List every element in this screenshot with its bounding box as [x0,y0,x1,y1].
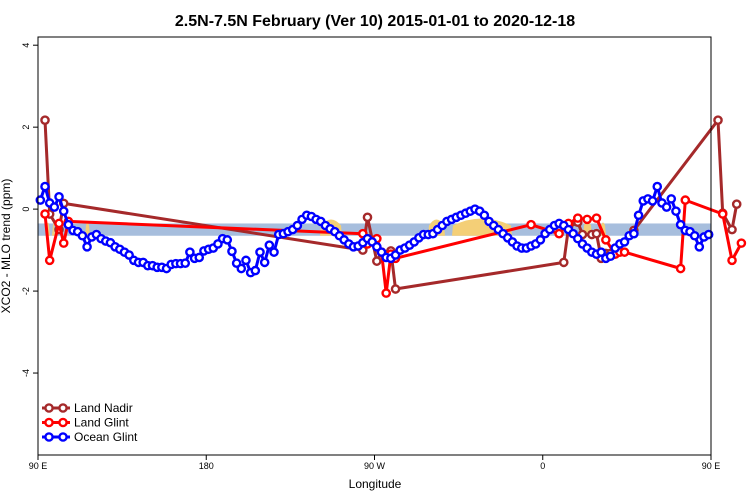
x-tick-label: 90 W [364,461,386,471]
ocean-glint-point [222,235,233,245]
ocean-glint-point [185,247,195,257]
ocean-glint-point [479,210,490,221]
x-axis-label: Longitude [349,477,402,491]
legend-label-land-nadir: Land Nadir [74,401,133,415]
ocean-glint-point [675,219,686,230]
land-nadir-point [727,224,737,235]
series-layer [35,115,747,298]
ocean-glint-point [255,247,265,257]
ocean-glint-point [82,242,92,252]
ocean-glint-point [703,229,714,240]
ocean-glint-point [269,247,279,257]
ocean-glint-point [596,247,606,257]
legend-marker-ocean-glint [44,432,54,442]
legend-label-land-glint: Land Glint [74,416,129,430]
land-glint-point [381,288,391,298]
legend-label-ocean-glint: Ocean Glint [74,430,138,444]
ocean-glint-point [241,255,251,266]
land-nadir-point [558,257,569,268]
ocean-glint-point [605,251,616,262]
y-tick-label: 0 [21,207,31,212]
land-nadir-point [713,115,723,125]
land-glint-point [675,263,686,274]
x-tick-label: 180 [199,461,214,471]
ocean-glint-point [652,181,663,192]
y-axis-label: XCO2 - MLO trend (ppm) [0,179,13,314]
chart-title: 2.5N-7.5N February (Ver 10) 2015-01-01 t… [175,13,575,30]
legend-marker-land-nadir [58,403,68,413]
land-nadir-point [591,228,602,239]
x-tick-label: 90 E [702,461,721,471]
land-nadir-line [43,118,739,291]
land-glint-point [526,219,536,230]
ocean-glint-point [689,230,700,241]
land-band-layer [38,218,711,236]
ocean-glint-point [629,228,639,239]
ocean-glint-point [633,210,644,221]
y-tick-label: 2 [21,125,31,130]
land-glint-point [554,228,564,239]
ocean-glint-point [619,237,630,247]
legend-marker-land-glint [44,417,54,428]
plot-frame [37,36,712,456]
ocean-glint-point [54,192,64,202]
land-glint-point [573,213,583,223]
land-nadir-point [390,284,401,294]
ocean-glint-point [661,202,672,212]
ocean-glint-point [666,194,677,204]
land-patch-1 [52,222,55,236]
ocean-glint-point [77,230,88,241]
land-glint-point [44,255,55,266]
y-tick-label: -2 [21,287,31,295]
x-tick-label: 0 [540,461,545,471]
land-glint-point [619,247,630,257]
legend-marker-land-glint [58,417,68,428]
ocean-glint-point [63,219,74,230]
land-glint-point [58,238,69,248]
ocean-glint-point [227,246,237,257]
ocean-glint-point [58,206,69,216]
y-tick-label: -4 [21,369,31,377]
land-glint-point [54,218,64,229]
ocean-glint-point [292,220,303,231]
y-tick-label: 4 [21,43,31,48]
land-glint-point [727,255,737,266]
ocean-glint-point [671,206,681,216]
land-glint-point [736,238,747,248]
land-glint-point [601,235,611,245]
ocean-glint-point [40,181,50,192]
ocean-glint-point [194,252,205,263]
ocean-glint-point [250,265,261,276]
land-nadir-point [731,199,742,209]
ocean-glint-point [35,195,46,205]
ocean-glint-point [264,240,275,250]
ocean-glint-point [535,235,546,245]
land-patch-2 [85,222,90,236]
ocean-glint-point [49,202,60,212]
land-glint-point [591,213,602,223]
land-nadir-point [40,115,50,125]
ocean-glint-point [259,257,270,268]
ocean-glint-point [647,196,658,206]
land-nadir-point [372,256,382,266]
land-glint-point [717,209,728,219]
ocean-glint-point [180,258,191,269]
ocean-glint-point [694,242,705,252]
legend-marker-ocean-glint [58,432,68,442]
x-tick-label: 90 E [29,461,48,471]
land-nadir-point [362,212,373,223]
land-glint-point [582,214,592,225]
legend-marker-land-nadir [44,403,54,413]
land-glint-point [40,209,50,219]
land-glint-point [680,195,691,205]
axes-layer: 90 E 180 90 W 0 90 E 4 2 0 -2 -4 [21,43,720,471]
ocean-glint-point [236,263,247,274]
